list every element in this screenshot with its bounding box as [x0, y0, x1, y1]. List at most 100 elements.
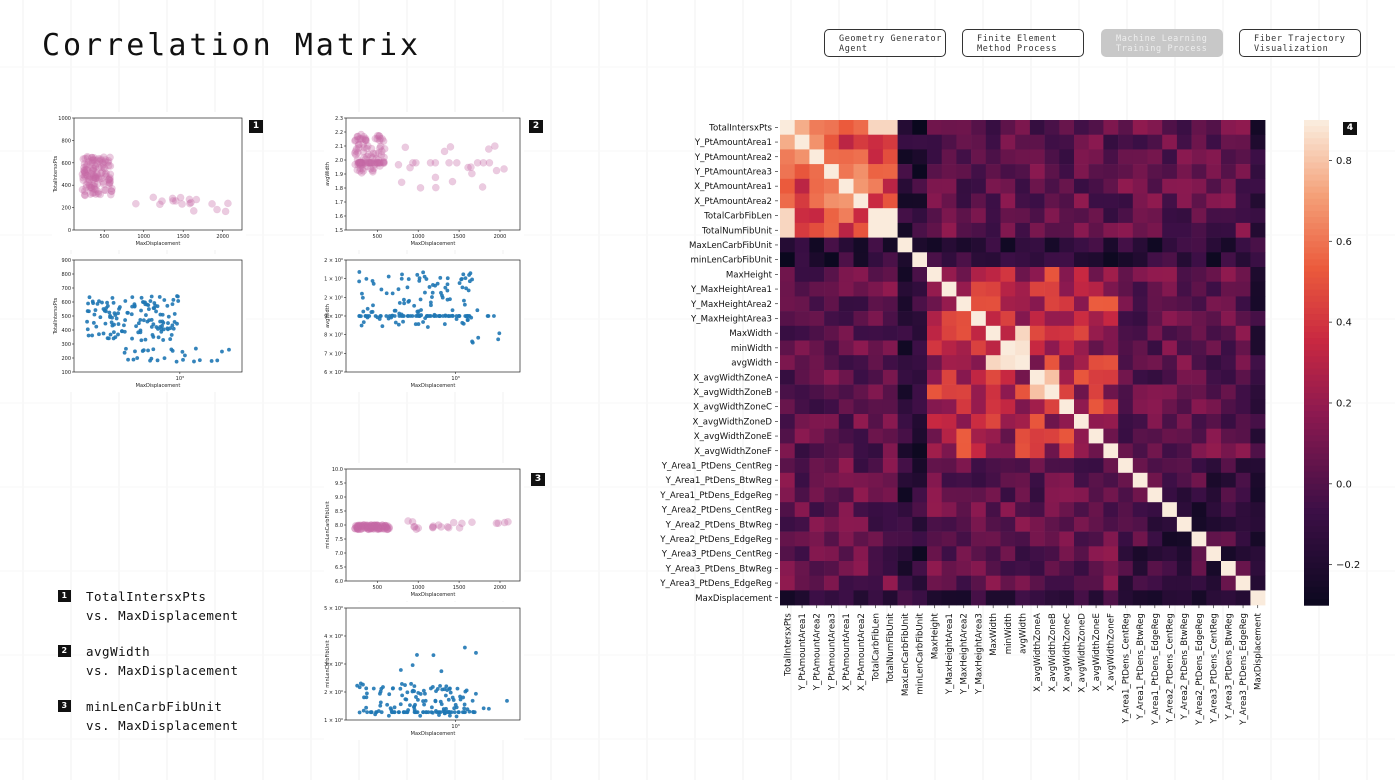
- heatmap-cell: [927, 222, 942, 238]
- column-label: X_avgWidthZoneD: [1077, 613, 1087, 693]
- row-label: Y_PtAmountArea1: [694, 138, 772, 148]
- heatmap-cell: [809, 399, 825, 415]
- data-point: [165, 303, 170, 308]
- colorbar-tick-label: 0.6: [1336, 237, 1352, 248]
- data-point: [106, 177, 114, 185]
- data-point: [89, 164, 98, 173]
- data-point: [85, 158, 93, 166]
- heatmap-cell: [1132, 296, 1148, 312]
- data-point: [93, 159, 101, 168]
- heatmap-cell: [1044, 487, 1060, 503]
- column-label: X_PtAmountArea1: [842, 613, 852, 691]
- data-point: [430, 295, 434, 300]
- data-point: [447, 713, 452, 718]
- heatmap-cell: [1250, 531, 1266, 547]
- heatmap-cell: [897, 149, 913, 165]
- data-point: [397, 300, 402, 305]
- y-tick-label: 8.5 × 10⁰: [324, 606, 343, 612]
- heatmap-cell: [838, 369, 854, 385]
- heatmap-cell: [882, 384, 898, 400]
- data-point: [375, 315, 380, 320]
- y-tick-label: 1.6 × 10⁰: [324, 370, 343, 376]
- heatmap-cell: [1059, 458, 1075, 474]
- data-point: [380, 523, 388, 531]
- nav-geometry-generator-button[interactable]: Geometry Generator Agent: [824, 29, 946, 57]
- data-point: [362, 521, 370, 529]
- data-point: [82, 183, 90, 192]
- heatmap-cell: [1162, 237, 1178, 253]
- nav-fem-process-button[interactable]: Finite Element Method Process: [962, 29, 1084, 57]
- heatmap-cell: [1000, 296, 1016, 312]
- heatmap-cell: [868, 120, 884, 135]
- nav-ml-training-button[interactable]: Machine Learning Training Process: [1101, 29, 1223, 57]
- column-label: Y_PtAmountArea1: [798, 613, 808, 691]
- data-point: [398, 686, 403, 691]
- heatmap-cell: [927, 325, 942, 341]
- heatmap-cell: [1088, 443, 1104, 459]
- heatmap-cell: [1015, 164, 1031, 180]
- heatmap-cell: [794, 443, 810, 459]
- heatmap-cell: [1206, 502, 1222, 518]
- heatmap-cell: [1235, 531, 1251, 547]
- heatmap-cell: [1235, 267, 1251, 282]
- data-point: [431, 159, 440, 167]
- heatmap-cell: [1000, 487, 1016, 503]
- heatmap-cell: [780, 487, 795, 503]
- data-point: [468, 169, 476, 178]
- data-point: [476, 335, 481, 340]
- column-label: MaxWidth: [989, 613, 999, 656]
- heatmap-cell: [1162, 428, 1178, 444]
- data-point: [358, 522, 366, 531]
- heatmap-cell: [824, 428, 840, 444]
- heatmap-cell: [1074, 252, 1089, 268]
- data-point: [361, 309, 366, 314]
- colorbar-segment: [1304, 120, 1329, 127]
- column-label: Y_PtAmountArea3: [827, 613, 837, 691]
- legend-line2: vs. MaxDisplacement: [86, 718, 239, 733]
- heatmap-cell: [1162, 193, 1178, 209]
- heatmap-cell: [868, 443, 884, 459]
- data-point: [98, 174, 106, 183]
- data-point: [106, 162, 115, 170]
- y-tick-label: 8.0: [335, 523, 343, 529]
- colorbar-segment: [1304, 532, 1329, 539]
- heatmap-cell: [1147, 296, 1163, 312]
- plot-frame: [345, 607, 521, 721]
- data-point: [363, 152, 371, 161]
- data-point: [95, 157, 104, 165]
- data-point: [505, 698, 509, 703]
- row-label: TotalCarbFibLen: [703, 212, 772, 222]
- heatmap-cell: [927, 561, 942, 576]
- heatmap-cell: [1250, 222, 1266, 238]
- data-point: [385, 523, 393, 532]
- row-label: minLenCarbFibUnit: [691, 256, 773, 266]
- data-point: [461, 272, 466, 277]
- data-point: [353, 132, 362, 141]
- data-point: [351, 149, 359, 157]
- data-point: [80, 160, 89, 168]
- data-point: [92, 172, 100, 181]
- data-point: [116, 332, 120, 337]
- data-point: [80, 172, 89, 180]
- data-point: [497, 331, 502, 336]
- data-point: [479, 159, 488, 167]
- data-point: [354, 525, 362, 533]
- nav-fiber-trajectory-button[interactable]: Fiber Trajectory Visualization: [1239, 29, 1361, 57]
- heatmap-cell: [1103, 325, 1119, 341]
- data-point: [94, 154, 103, 163]
- heatmap-cell: [927, 120, 942, 135]
- heatmap-cell: [1029, 561, 1045, 576]
- heatmap-cell: [838, 296, 854, 312]
- heatmap-cell: [971, 164, 987, 180]
- row-label: Y_Area1_PtDens_CentReg: [661, 461, 772, 471]
- data-point: [429, 705, 434, 710]
- data-point: [366, 522, 374, 530]
- colorbar-segment: [1304, 380, 1329, 388]
- data-point: [410, 523, 419, 531]
- x-tick-label: 2000: [494, 585, 507, 591]
- data-point: [78, 185, 87, 194]
- data-point: [369, 149, 378, 158]
- heatmap-cell: [853, 134, 869, 150]
- data-point: [441, 709, 446, 714]
- data-point: [98, 168, 106, 176]
